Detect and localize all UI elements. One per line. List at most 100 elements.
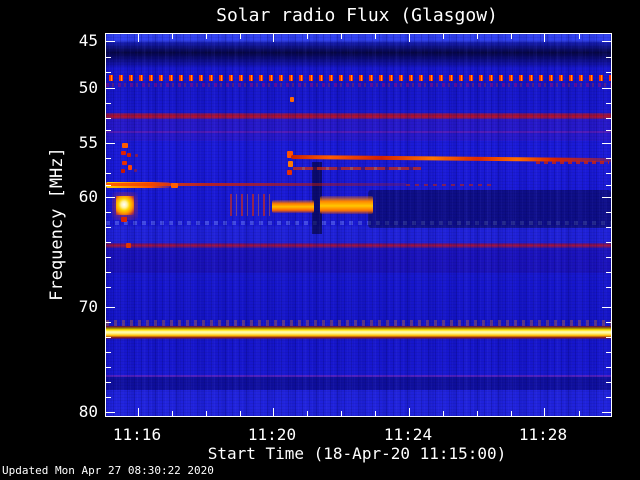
tick-mark [375,34,376,39]
tick-mark [606,72,611,73]
tick-mark [606,287,611,288]
y-tick-label: 70 [78,297,98,316]
line-b-57mhz [293,167,421,170]
purple-line-1 [106,131,611,133]
tick-mark [106,367,111,368]
tick-mark [579,411,580,416]
purple-wash-1 [106,119,611,141]
orange-bar-2 [320,196,373,214]
top-dark-band [106,41,611,67]
burst-dot-4 [122,161,127,165]
tick-mark [106,185,111,186]
chart-title: Solar radio Flux (Glasgow) [216,5,498,26]
burst-dot-1 [122,143,128,148]
thin-red-line-58mhz [106,183,406,186]
rfi-dash-row-48mhz [106,75,611,81]
drift-start-dot-2 [288,161,293,167]
burst-dot-3 [127,153,131,157]
tick-mark [477,411,478,416]
tick-mark [443,411,444,416]
tick-mark [606,57,611,58]
tick-mark [106,337,111,338]
tick-mark [606,337,611,338]
tick-mark [240,34,241,39]
tick-mark [606,322,611,323]
tick-mark [606,242,611,243]
tick-mark [606,397,611,398]
tick-mark [106,143,115,144]
tick-mark [375,411,376,416]
tick-mark [443,34,444,39]
tick-mark [602,197,611,198]
tick-mark [106,41,115,42]
updated-timestamp: Updated Mon Apr 27 08:30:22 2020 [2,464,214,477]
tick-mark [106,412,115,413]
purple-wash-2 [106,248,611,273]
stripes-fine [106,34,611,416]
bottom-light-band [106,390,611,416]
tick-mark [307,411,308,416]
tick-mark [602,88,611,89]
burst-dot-5 [128,165,132,170]
tick-mark [341,411,342,416]
orange-dash-a [171,183,178,188]
tick-mark [602,412,611,413]
tick-mark [106,72,111,73]
tick-mark [606,382,611,383]
tick-mark [172,411,173,416]
drift-line-dash-tail [536,161,609,164]
tick-mark [544,408,545,416]
tick-mark [602,307,611,308]
tick-mark [606,130,611,131]
tick-mark [206,411,207,416]
tick-mark [206,34,207,39]
tick-mark [409,34,410,42]
tick-mark [511,411,512,416]
tick-mark [606,118,611,119]
tick-mark [602,143,611,144]
tick-mark [106,227,111,228]
bright-blob-60mhz [116,196,134,215]
tick-mark [106,212,111,213]
x-tick-label: 11:24 [383,425,433,444]
stripes-coarse [106,34,611,416]
tick-mark [106,272,111,273]
tick-mark [606,352,611,353]
band2-red-dot [126,243,131,248]
tick-mark [106,397,111,398]
tick-mark [138,34,139,42]
x-tick-label: 11:16 [112,425,162,444]
tick-mark [106,173,111,174]
dark-notch [312,162,322,234]
hscan-texture [106,34,611,416]
tick-mark [606,173,611,174]
tick-mark [106,322,111,323]
x-axis-title: Start Time (18-Apr-20 11:15:00) [207,444,507,463]
top-bright-row [106,34,611,42]
y-tick-label: 55 [78,133,98,152]
tick-mark [606,257,611,258]
dark-patch [368,190,611,228]
rfi-dash-shadow [106,83,611,87]
drift-start-dot-3 [287,170,292,175]
tick-mark [606,227,611,228]
yellow-rfi-line-72mhz [106,326,611,339]
y-tick-label: 60 [78,187,98,206]
tick-mark [273,408,274,416]
tick-mark [602,41,611,42]
purple-line-2-76mhz [106,375,611,377]
thin-red-line-dash-tail [406,184,491,186]
tick-mark [106,382,111,383]
tick-mark [106,287,111,288]
crimson-band-64mhz [106,243,611,248]
bright-texture-band [106,226,611,243]
y-tick-label: 50 [78,78,98,97]
red-streak-cluster [230,194,274,216]
tick-mark [273,34,274,42]
burst-dot-7 [135,154,138,157]
tick-mark [606,185,611,186]
burst-dot-8 [134,169,137,172]
y-axis-title: Frequency [MHz] [47,147,67,301]
tick-mark [106,158,111,159]
